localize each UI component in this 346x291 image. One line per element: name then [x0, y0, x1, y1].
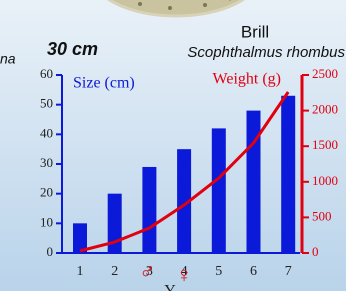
latin-name: Scophthalmus rhombus — [187, 44, 345, 61]
y-tick-label: 20 — [40, 185, 53, 200]
bar — [212, 128, 226, 253]
cut-text: na — [0, 51, 16, 67]
x-tick-label: 1 — [77, 264, 84, 279]
y-tick-label: 0 — [47, 244, 54, 259]
female-symbol: ♀ — [176, 262, 193, 287]
chart: na 30 cm Brill Scophthalmus rhombus 0102… — [0, 0, 346, 291]
y-axis-title: Size (cm) — [73, 75, 135, 92]
x-tick-label: 5 — [215, 264, 222, 279]
x-tick-label: 7 — [285, 264, 292, 279]
y2-tick-label: 2000 — [312, 102, 338, 117]
y2-tick-label: 1500 — [312, 137, 338, 152]
y2-tick-label: 0 — [312, 244, 319, 259]
size-label: 30 cm — [47, 39, 98, 59]
bar — [281, 96, 295, 253]
y-tick-label: 60 — [40, 66, 53, 81]
x-axis-cut: Y — [164, 283, 176, 291]
x-tick-label: 6 — [250, 264, 257, 279]
species-name: Brill — [241, 22, 269, 41]
bar — [247, 111, 261, 253]
y2-tick-label: 1000 — [312, 173, 338, 188]
y-tick-label: 40 — [40, 125, 53, 140]
y-tick-label: 10 — [40, 214, 53, 229]
bar — [142, 167, 156, 253]
y-tick-label: 30 — [40, 155, 53, 170]
male-symbol: ♂ — [139, 259, 156, 284]
y2-tick-label: 500 — [312, 208, 332, 223]
y-tick-label: 50 — [40, 96, 53, 111]
x-tick-label: 2 — [111, 264, 118, 279]
page: {"chart_data": {"type": "bar", "categori… — [0, 0, 346, 291]
y2-axis-title: Weight (g) — [213, 71, 281, 88]
y2-tick-label: 2500 — [312, 66, 338, 81]
